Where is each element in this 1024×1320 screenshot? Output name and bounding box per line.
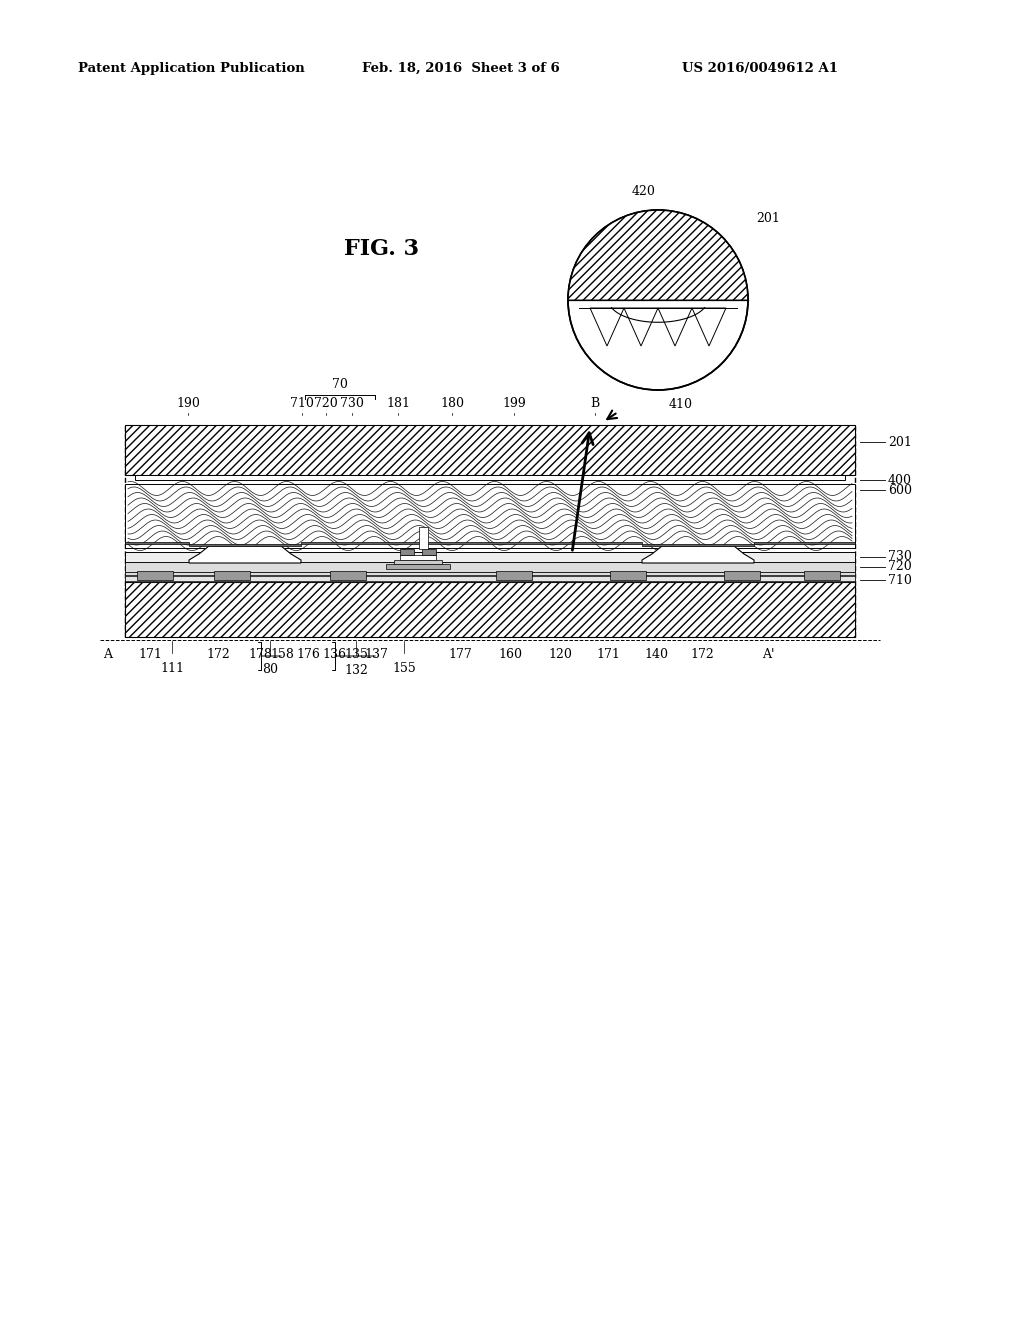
Text: 80: 80 xyxy=(262,663,278,676)
Bar xyxy=(125,576,855,581)
Text: 720: 720 xyxy=(888,561,911,573)
Bar xyxy=(125,552,855,562)
Text: A: A xyxy=(103,648,113,661)
Text: US 2016/0049612 A1: US 2016/0049612 A1 xyxy=(682,62,838,75)
Text: FIG. 3: FIG. 3 xyxy=(344,238,420,260)
Bar xyxy=(610,572,646,579)
Text: 120: 120 xyxy=(548,648,572,661)
Bar xyxy=(419,527,428,549)
Text: 178: 178 xyxy=(248,648,272,661)
Text: 201: 201 xyxy=(756,211,780,224)
Text: 420: 420 xyxy=(632,185,656,198)
Bar xyxy=(754,543,855,544)
Text: 177: 177 xyxy=(449,648,472,661)
Bar xyxy=(724,572,760,579)
Text: 190: 190 xyxy=(176,397,200,411)
Text: 70: 70 xyxy=(332,378,348,391)
Bar xyxy=(125,582,855,638)
Bar xyxy=(125,572,855,576)
Text: 160: 160 xyxy=(498,648,522,661)
Text: 137: 137 xyxy=(365,648,388,661)
Bar xyxy=(125,425,855,475)
Wedge shape xyxy=(568,210,748,300)
Bar xyxy=(386,564,450,569)
Bar xyxy=(125,484,855,548)
Text: 135: 135 xyxy=(344,648,368,661)
Text: B: B xyxy=(591,397,600,411)
Bar xyxy=(189,544,301,546)
Text: 171: 171 xyxy=(138,648,162,661)
Bar xyxy=(422,549,436,554)
Text: 710: 710 xyxy=(290,397,314,411)
Bar xyxy=(135,475,845,480)
Bar xyxy=(804,572,840,579)
Text: 180: 180 xyxy=(440,397,464,411)
Text: 111: 111 xyxy=(160,663,184,675)
Text: 136: 136 xyxy=(322,648,346,661)
Text: A': A' xyxy=(762,648,774,661)
Bar xyxy=(330,572,366,579)
Text: 199: 199 xyxy=(502,397,526,411)
Bar xyxy=(642,544,754,546)
Text: Feb. 18, 2016  Sheet 3 of 6: Feb. 18, 2016 Sheet 3 of 6 xyxy=(362,62,560,75)
Bar xyxy=(301,543,642,544)
Polygon shape xyxy=(642,546,754,564)
Text: 730: 730 xyxy=(888,550,912,564)
Text: 730: 730 xyxy=(340,397,364,411)
Polygon shape xyxy=(189,546,301,564)
Text: 140: 140 xyxy=(644,648,668,661)
Text: Patent Application Publication: Patent Application Publication xyxy=(78,62,305,75)
Polygon shape xyxy=(590,308,624,346)
Polygon shape xyxy=(624,308,658,346)
Bar xyxy=(214,572,250,579)
Bar xyxy=(394,560,442,564)
Text: 158: 158 xyxy=(270,648,294,661)
Text: 201: 201 xyxy=(888,436,912,449)
Text: 600: 600 xyxy=(888,483,912,496)
Bar xyxy=(137,572,173,579)
Text: 155: 155 xyxy=(392,663,416,675)
Bar xyxy=(400,549,414,554)
Bar xyxy=(400,554,436,560)
Text: 172: 172 xyxy=(206,648,229,661)
Text: 720: 720 xyxy=(314,397,338,411)
Bar xyxy=(125,543,189,544)
Text: 410: 410 xyxy=(669,399,692,411)
Bar xyxy=(496,572,532,579)
Text: 171: 171 xyxy=(596,648,620,661)
Text: 181: 181 xyxy=(386,397,410,411)
Circle shape xyxy=(568,210,748,389)
Polygon shape xyxy=(658,308,692,346)
Text: 710: 710 xyxy=(888,573,912,586)
Text: 132: 132 xyxy=(344,664,368,677)
Text: 176: 176 xyxy=(296,648,319,661)
Polygon shape xyxy=(692,308,726,346)
Text: 400: 400 xyxy=(888,474,912,487)
Bar xyxy=(125,572,855,582)
Text: 172: 172 xyxy=(690,648,714,661)
Bar xyxy=(125,562,855,572)
